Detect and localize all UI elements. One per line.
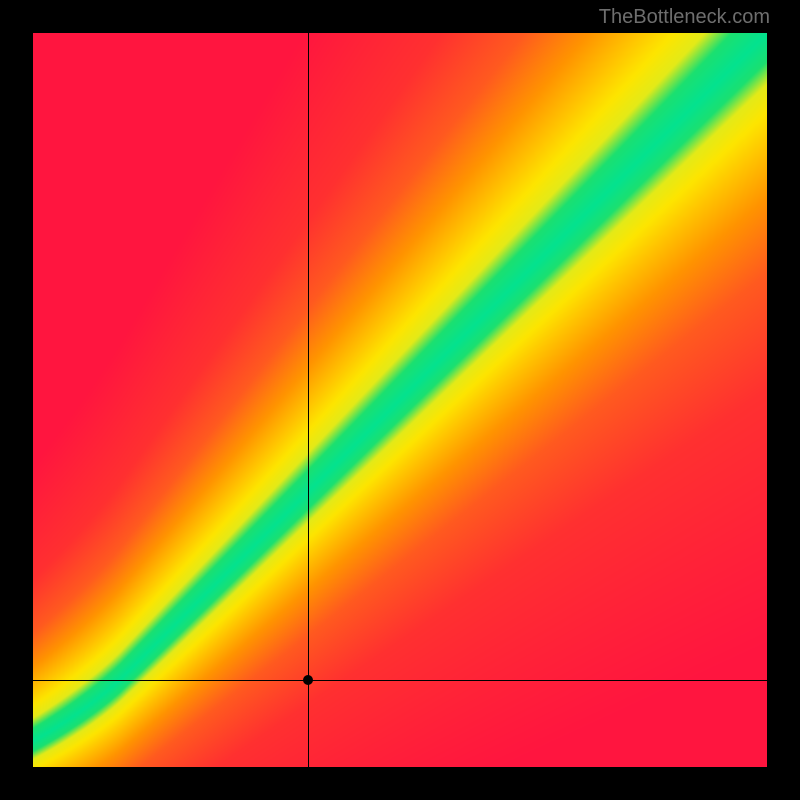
heatmap-canvas (33, 33, 767, 767)
crosshair-vertical (308, 33, 309, 767)
heatmap-plot (33, 33, 767, 767)
crosshair-horizontal (33, 680, 767, 681)
crosshair-marker (303, 675, 313, 685)
watermark-text: TheBottleneck.com (599, 6, 770, 29)
